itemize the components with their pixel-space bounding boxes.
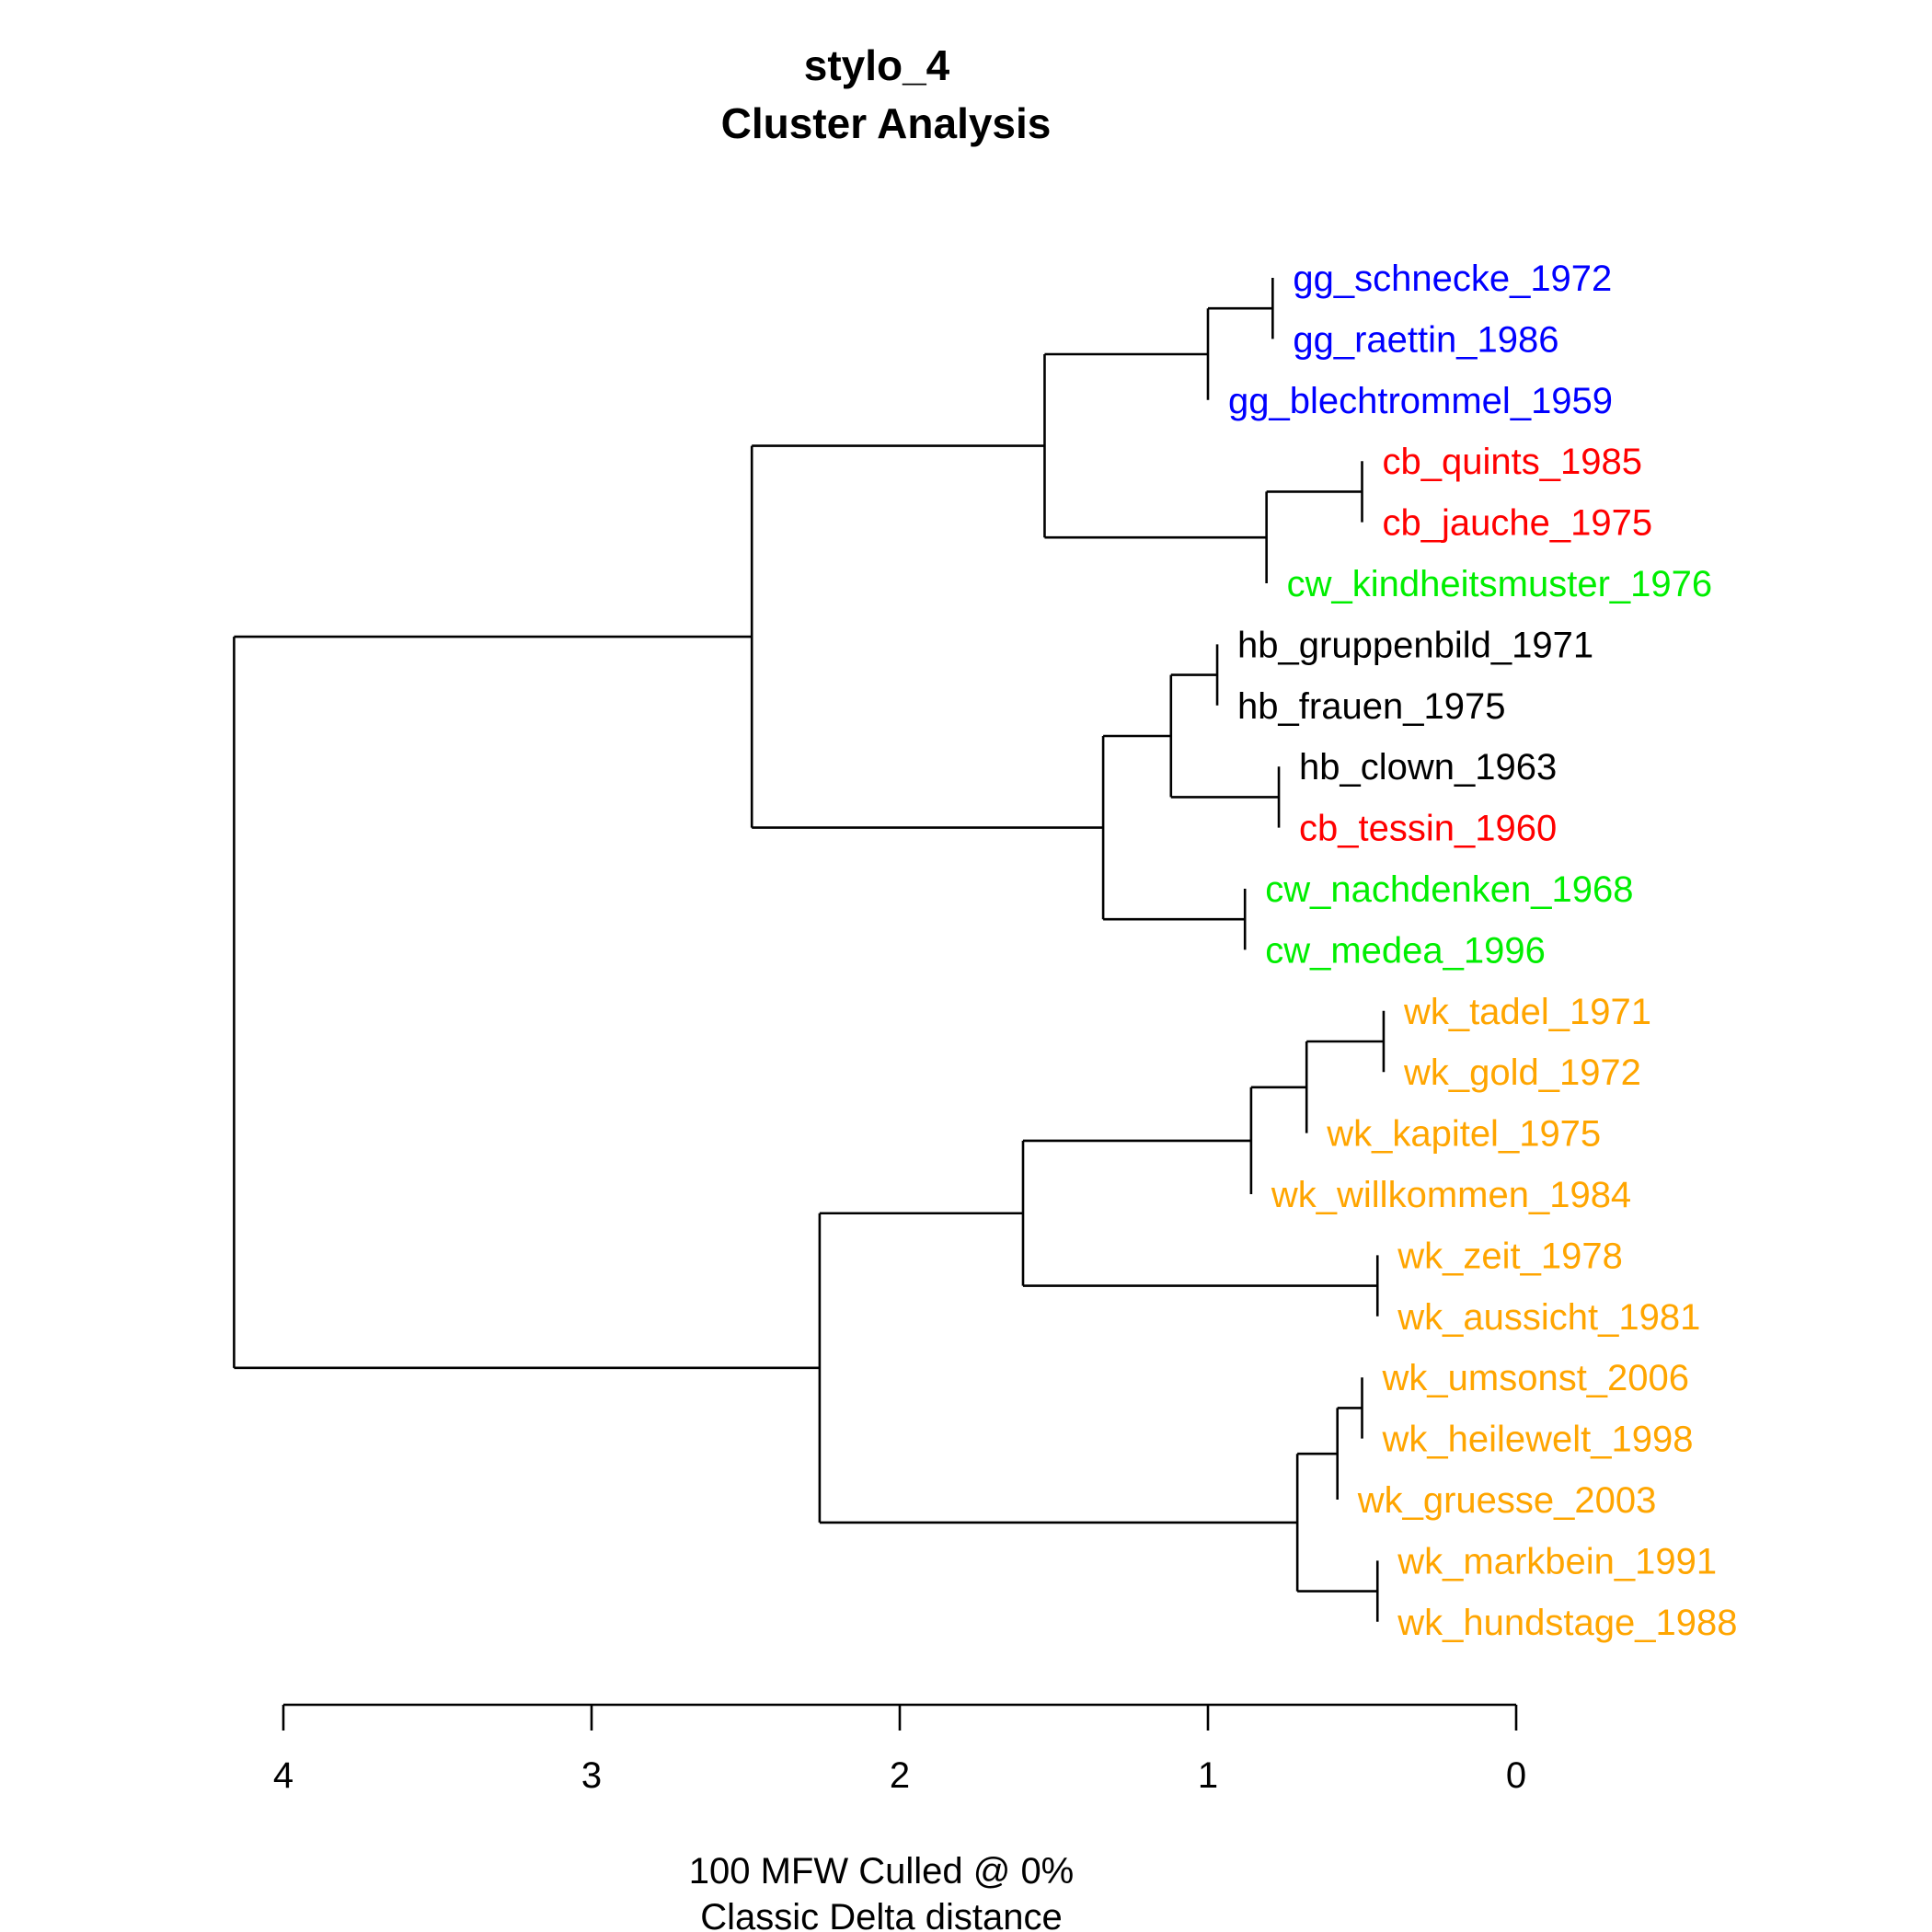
leaf-label: wk_hundstage_1988	[1397, 1603, 1737, 1643]
leaf-label: cb_tessin_1960	[1299, 809, 1557, 849]
axis-tick-label: 0	[1506, 1755, 1526, 1796]
leaf-label: cw_medea_1996	[1265, 930, 1546, 971]
leaf-label: gg_raettin_1986	[1293, 319, 1558, 360]
leaf-label: wk_willkommen_1984	[1271, 1175, 1631, 1215]
leaf-label: wk_heilewelt_1998	[1382, 1420, 1694, 1460]
leaf-label: wk_aussicht_1981	[1397, 1297, 1700, 1338]
dendrogram-branches	[233, 278, 1386, 1622]
leaf-label: wk_zeit_1978	[1397, 1236, 1623, 1276]
leaf-labels: gg_schnecke_1972 gg_raettin_1986 gg_blecht…	[1228, 259, 1737, 1643]
axis-tick-label: 3	[581, 1755, 602, 1796]
leaf-label: gg_schnecke_1972	[1293, 259, 1612, 299]
leaf-label: wk_umsonst_2006	[1382, 1358, 1690, 1398]
leaf-label: hb_frauen_1975	[1237, 686, 1505, 727]
leaf-label: cw_kindheitsmuster_1976	[1287, 564, 1712, 604]
x-axis-caption-line-1: 100 MFW Culled @ 0%	[689, 1851, 1075, 1892]
chart-subtitle: Cluster Analysis	[721, 99, 1052, 147]
leaf-label: gg_blechtrommel_1959	[1228, 381, 1613, 421]
x-axis-caption-line-2: Classic Delta distance	[700, 1897, 1063, 1932]
leaf-label: wk_markbein_1991	[1397, 1541, 1717, 1581]
leaf-label: cw_nachdenken_1968	[1265, 869, 1633, 910]
axis-tick-label: 4	[273, 1755, 293, 1796]
leaf-label: hb_gruppenbild_1971	[1237, 625, 1593, 665]
leaf-label: wk_kapitel_1975	[1326, 1114, 1601, 1155]
leaf-label: wk_gruesse_2003	[1357, 1480, 1657, 1521]
chart-title: stylo_4	[804, 41, 950, 89]
distance-axis: 4 3 2 1 0	[273, 1703, 1526, 1796]
leaf-label: wk_tadel_1971	[1403, 992, 1651, 1032]
leaf-label: hb_clown_1963	[1299, 747, 1557, 788]
leaf-label: cb_quints_1985	[1383, 442, 1642, 482]
axis-tick-label: 2	[890, 1755, 910, 1796]
leaf-label: wk_gold_1972	[1403, 1052, 1641, 1093]
leaf-label: cb_jauche_1975	[1383, 503, 1653, 544]
axis-tick-label: 1	[1198, 1755, 1218, 1796]
